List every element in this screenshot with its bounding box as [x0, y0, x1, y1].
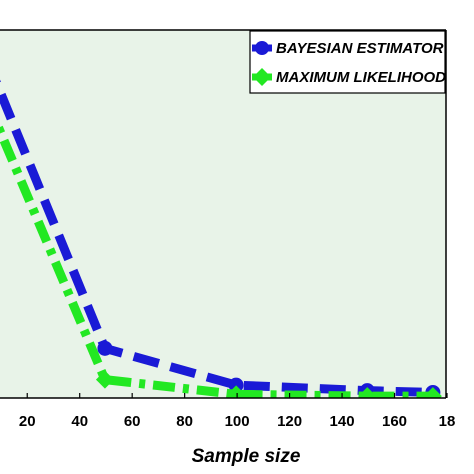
series-point: [423, 387, 442, 398]
legend-box: [249, 30, 446, 94]
x-tick-label: 80: [176, 413, 193, 430]
series-point: [358, 387, 377, 398]
x-tick-label: 120: [277, 413, 302, 430]
x-tick-label: 140: [330, 413, 355, 430]
x-tick-layer: 20 40 60 80 100 120 140 160 18: [19, 393, 455, 430]
legend-label: MAXIMUM LIKELIHOOD EST: [276, 69, 474, 86]
x-tick-label: 160: [382, 413, 407, 430]
series-line: [0, 119, 433, 398]
legend-entry: BAYESIAN ESTIMATOR: [252, 40, 444, 57]
series-layer: [0, 79, 442, 398]
series-line: [0, 79, 434, 397]
legend-swatch-marker: [255, 41, 269, 55]
x-tick-label: 100: [225, 413, 250, 430]
x-axis-label: Sample size: [192, 446, 301, 467]
x-tick-label: 40: [71, 413, 88, 430]
series-point: [97, 340, 113, 356]
x-tick-label: 18: [439, 413, 456, 430]
legend-label: BAYESIAN ESTIMATOR: [276, 40, 444, 57]
x-tick-label: 60: [124, 413, 141, 430]
legend-items: BAYESIAN ESTIMATOR MAXIMUM LIKELIHOOD EST: [252, 40, 474, 86]
legend-swatch-marker: [253, 68, 271, 86]
series-point: [227, 385, 246, 398]
series-point: [95, 370, 114, 389]
legend: BAYESIAN ESTIMATOR MAXIMUM LIKELIHOOD EST: [249, 30, 474, 94]
legend-entry: MAXIMUM LIKELIHOOD EST: [252, 68, 474, 86]
x-tick-label: 20: [19, 413, 36, 430]
